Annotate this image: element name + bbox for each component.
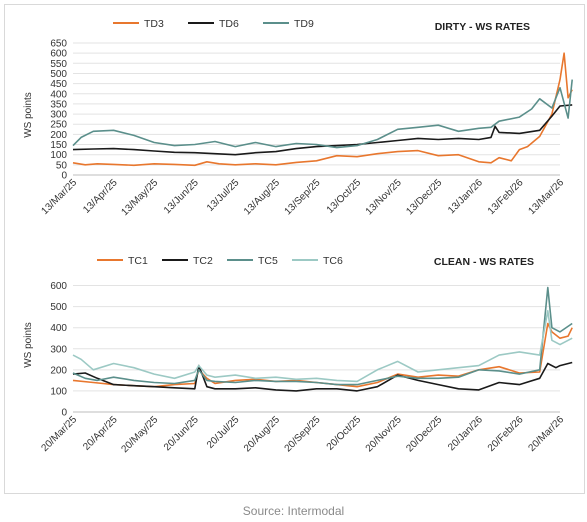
chart1-legend-label-td3: TD3 bbox=[144, 18, 164, 30]
chart1-title: DIRTY - WS RATES bbox=[435, 21, 530, 33]
chart2-y-tick-label: 100 bbox=[50, 386, 67, 397]
chart1-legend-label-td6: TD6 bbox=[219, 18, 239, 30]
chart2-ylabel: WS points bbox=[23, 322, 34, 368]
chart1-x-tick-label: 13/Mar/26 bbox=[527, 177, 567, 217]
chart2-legend-label-tc1: TC1 bbox=[128, 255, 148, 267]
chart1-y-tick-label: 150 bbox=[50, 140, 67, 151]
chart1-x-tick-label: 13/Apr/25 bbox=[81, 177, 120, 216]
chart1-y-tick-label: 50 bbox=[56, 160, 68, 171]
chart1-x-tick-label: 13/Sep/25 bbox=[283, 177, 323, 217]
chart1-x-tick-label: 13/Feb/26 bbox=[486, 177, 526, 217]
chart2-x-tick-label: 20/Oct/25 bbox=[325, 414, 364, 453]
chart2-y-tick-label: 0 bbox=[61, 408, 67, 419]
chart2-y-tick-label: 500 bbox=[50, 302, 67, 313]
chart2-series-tc1 bbox=[72, 322, 573, 388]
chart1-y-tick-label: 250 bbox=[50, 120, 67, 131]
chart2-legend-label-tc6: TC6 bbox=[323, 255, 343, 267]
chart1-y-tick-label: 600 bbox=[50, 49, 67, 60]
chart1-series-td6 bbox=[72, 104, 573, 156]
chart2-x-tick-label: 20/Apr/25 bbox=[81, 414, 120, 453]
chart2-legend-label-tc5: TC5 bbox=[258, 255, 278, 267]
chart1-x-tick-label: 13/Jul/25 bbox=[205, 177, 242, 214]
chart1-x-tick-label: 13/Jan/26 bbox=[446, 177, 485, 216]
chart2-x-tick-label: 20/Mar/25 bbox=[40, 414, 80, 454]
chart2-x-tick-label: 20/May/25 bbox=[119, 414, 160, 455]
chart1-y-tick-label: 500 bbox=[50, 69, 67, 80]
chart1-legend-label-td9: TD9 bbox=[294, 18, 314, 30]
chart1-x-tick-label: 13/Nov/25 bbox=[364, 177, 404, 217]
chart2-x-tick-label: 20/Feb/26 bbox=[486, 414, 526, 454]
chart1-series-td3 bbox=[72, 52, 573, 167]
chart2-x-tick-label: 20/Aug/25 bbox=[242, 414, 282, 454]
chart2-series-tc5 bbox=[72, 286, 573, 386]
chart2-series-tc6 bbox=[72, 309, 573, 383]
chart2-x-tick-label: 20/Dec/25 bbox=[404, 414, 444, 454]
chart1-x-tick-label: 13/Jun/25 bbox=[162, 177, 201, 216]
chart2-x-tick-label: 20/Nov/25 bbox=[364, 414, 404, 454]
chart2-title: CLEAN - WS RATES bbox=[434, 256, 534, 268]
chart1-x-tick-label: 13/May/25 bbox=[119, 177, 160, 218]
chart1-y-tick-label: 0 bbox=[61, 171, 67, 182]
chart1-x-tick-label: 13/Dec/25 bbox=[404, 177, 444, 217]
chart1-series-td9 bbox=[72, 79, 573, 149]
chart1-y-tick-label: 200 bbox=[50, 130, 67, 141]
chart2-legend-label-tc2: TC2 bbox=[193, 255, 213, 267]
chart1-x-tick-label: 13/Aug/25 bbox=[242, 177, 282, 217]
chart1-ylabel: WS points bbox=[23, 92, 34, 138]
chart2-x-tick-label: 20/Jul/25 bbox=[205, 414, 242, 451]
chart2-x-tick-label: 20/Jun/25 bbox=[162, 414, 201, 453]
chart2-x-tick-label: 20/Sep/25 bbox=[283, 414, 323, 454]
chart2-y-tick-label: 400 bbox=[50, 323, 67, 334]
figure-panel: DIRTY - WS RATES WS points CLEAN - WS RA… bbox=[4, 4, 585, 494]
charts-svg: DIRTY - WS RATES WS points CLEAN - WS RA… bbox=[23, 18, 573, 455]
chart2-y-tick-label: 300 bbox=[50, 344, 67, 355]
source-caption: Source: Intermodal bbox=[242, 504, 345, 518]
chart2-y-tick-label: 600 bbox=[50, 281, 67, 292]
chart1-x-tick-label: 13/Oct/25 bbox=[325, 177, 364, 216]
chart2-y-tick-label: 200 bbox=[50, 365, 67, 376]
chart1-y-tick-label: 550 bbox=[50, 59, 67, 70]
chart1-y-tick-label: 300 bbox=[50, 110, 67, 121]
chart1-x-tick-label: 13/Mar/25 bbox=[40, 177, 80, 217]
chart1-y-tick-label: 100 bbox=[50, 150, 67, 161]
chart2-x-tick-label: 20/Jan/26 bbox=[446, 414, 485, 453]
chart1-y-tick-label: 400 bbox=[50, 89, 67, 100]
chart2-series-tc2 bbox=[72, 361, 573, 392]
chart1-y-tick-label: 450 bbox=[50, 79, 67, 90]
chart1-y-tick-label: 350 bbox=[50, 99, 67, 110]
chart2-x-tick-label: 20/Mar/26 bbox=[527, 414, 567, 454]
chart1-y-tick-label: 650 bbox=[50, 39, 67, 50]
